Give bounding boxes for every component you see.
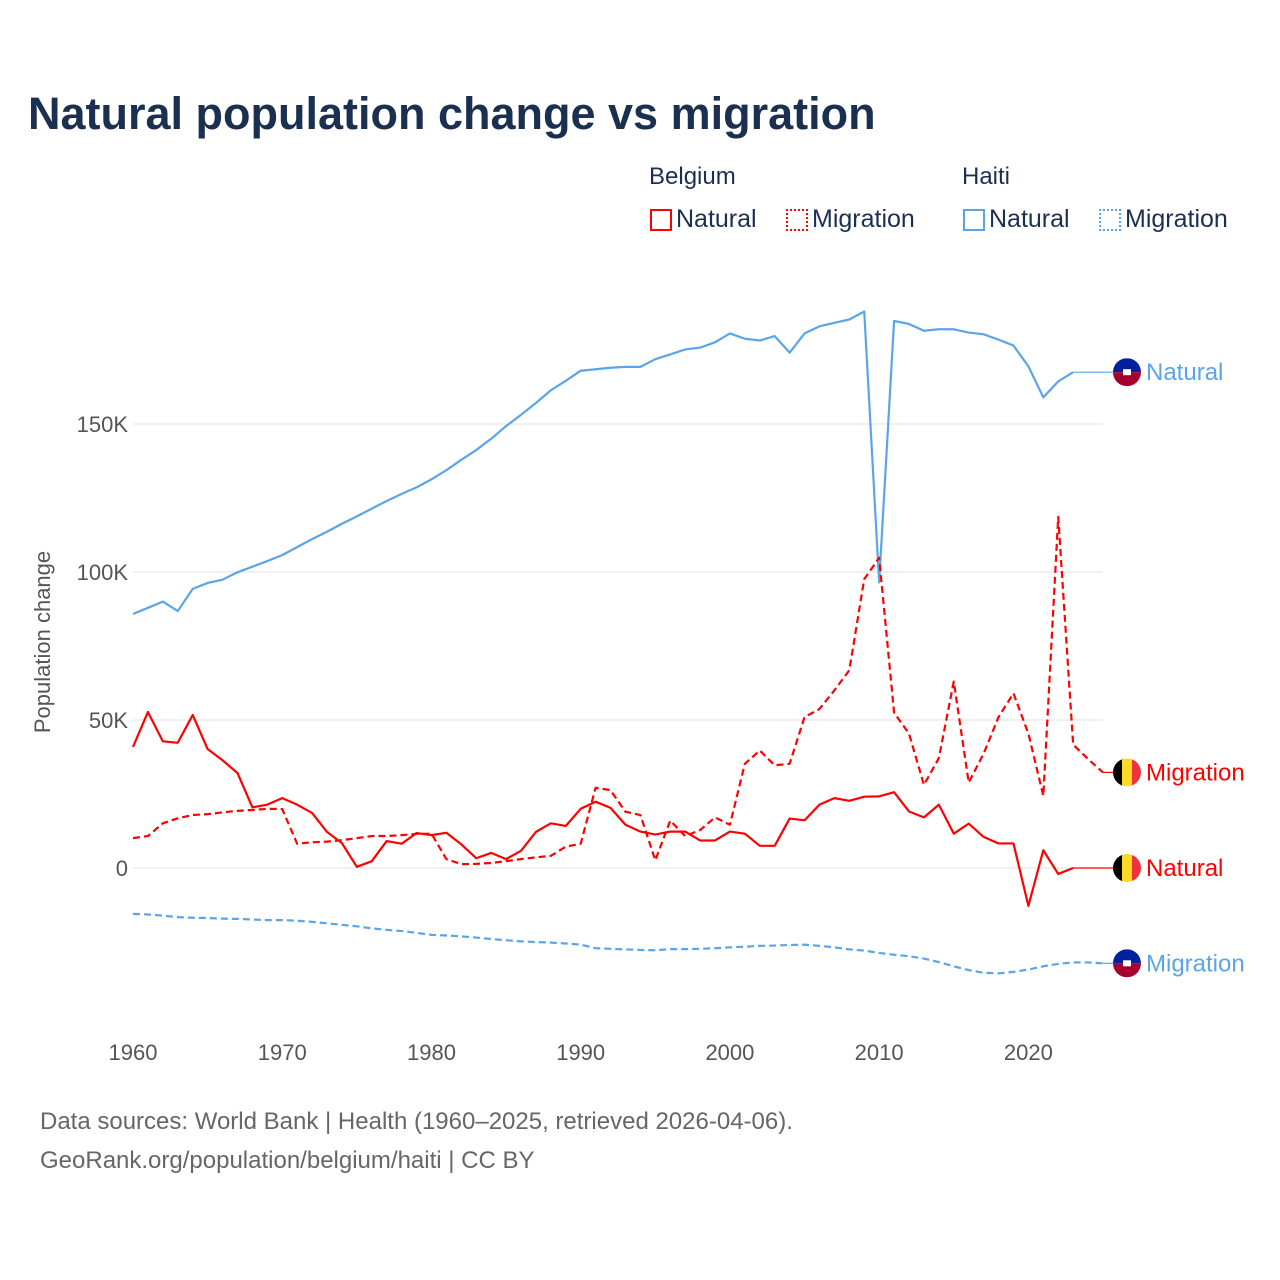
x-tick-label: 2010 — [855, 1040, 904, 1065]
footer-credit: GeoRank.org/population/belgium/haiti | C… — [40, 1147, 535, 1174]
legend-swatch-solid-icon — [963, 208, 985, 231]
flag-emblem — [1123, 369, 1131, 376]
series-line-belgium-natural — [131, 710, 1074, 907]
flag-stripe — [1113, 358, 1141, 373]
x-tick-label: 1960 — [109, 1040, 158, 1065]
belgium-flag-icon — [1113, 854, 1141, 882]
flag-stripe — [1113, 372, 1141, 387]
x-tick-label: 2000 — [705, 1040, 754, 1065]
flag-stripe — [1122, 854, 1132, 882]
footer-sources: Data sources: World Bank | Health (1960–… — [40, 1108, 793, 1135]
legend-belgium-migration[interactable]: Migration — [786, 205, 915, 234]
legend-label: Migration — [812, 205, 915, 233]
legend-group-haiti: Haiti — [962, 163, 1011, 190]
haiti-flag-icon — [1113, 358, 1141, 387]
series-end-label: Migration — [1146, 950, 1245, 977]
flag-stripe — [1132, 758, 1141, 787]
flag-emblem — [1123, 960, 1131, 967]
x-tick-label: 1970 — [258, 1040, 307, 1065]
flag-stripe — [1113, 758, 1123, 787]
y-tick-label: 150K — [77, 412, 129, 437]
x-tick-label: 1990 — [556, 1040, 605, 1065]
flag-stripe — [1113, 854, 1123, 882]
legend-swatch-solid-icon — [650, 208, 672, 231]
series-end-label: Migration — [1146, 759, 1245, 786]
legend-swatch-dotted-icon — [1099, 208, 1121, 231]
y-tick-label: 0 — [116, 856, 128, 881]
flag-stripe — [1122, 758, 1132, 787]
series-end-label: Natural — [1146, 359, 1223, 386]
haiti-flag-icon — [1113, 949, 1141, 978]
y-axis-label: Population change — [30, 551, 55, 733]
legend-group-belgium: Belgium — [649, 163, 736, 190]
legend-label: Natural — [676, 205, 757, 233]
belgium-flag-icon — [1113, 758, 1141, 787]
series-line-haiti-natural — [132, 310, 1074, 616]
y-tick-label: 50K — [89, 708, 128, 733]
legend-label: Migration — [1125, 205, 1228, 233]
flag-stripe — [1113, 963, 1141, 978]
x-tick-label: 1980 — [407, 1040, 456, 1065]
series-line-belgium-migration — [132, 515, 1104, 866]
legend-swatch-dotted-icon — [786, 208, 808, 231]
x-tick-label: 2020 — [1004, 1040, 1053, 1065]
chart-title: Natural population change vs migration — [28, 88, 876, 139]
y-tick-label: 100K — [77, 560, 129, 585]
legend-belgium-natural[interactable]: Natural — [650, 205, 757, 234]
series-line-haiti-migration — [132, 912, 1104, 975]
legend-haiti-migration[interactable]: Migration — [1099, 205, 1228, 234]
flag-stripe — [1113, 949, 1141, 964]
legend-haiti-natural[interactable]: Natural — [963, 205, 1070, 234]
legend-label: Natural — [989, 205, 1070, 233]
flag-stripe — [1132, 854, 1141, 882]
series-end-label: Natural — [1146, 855, 1223, 882]
